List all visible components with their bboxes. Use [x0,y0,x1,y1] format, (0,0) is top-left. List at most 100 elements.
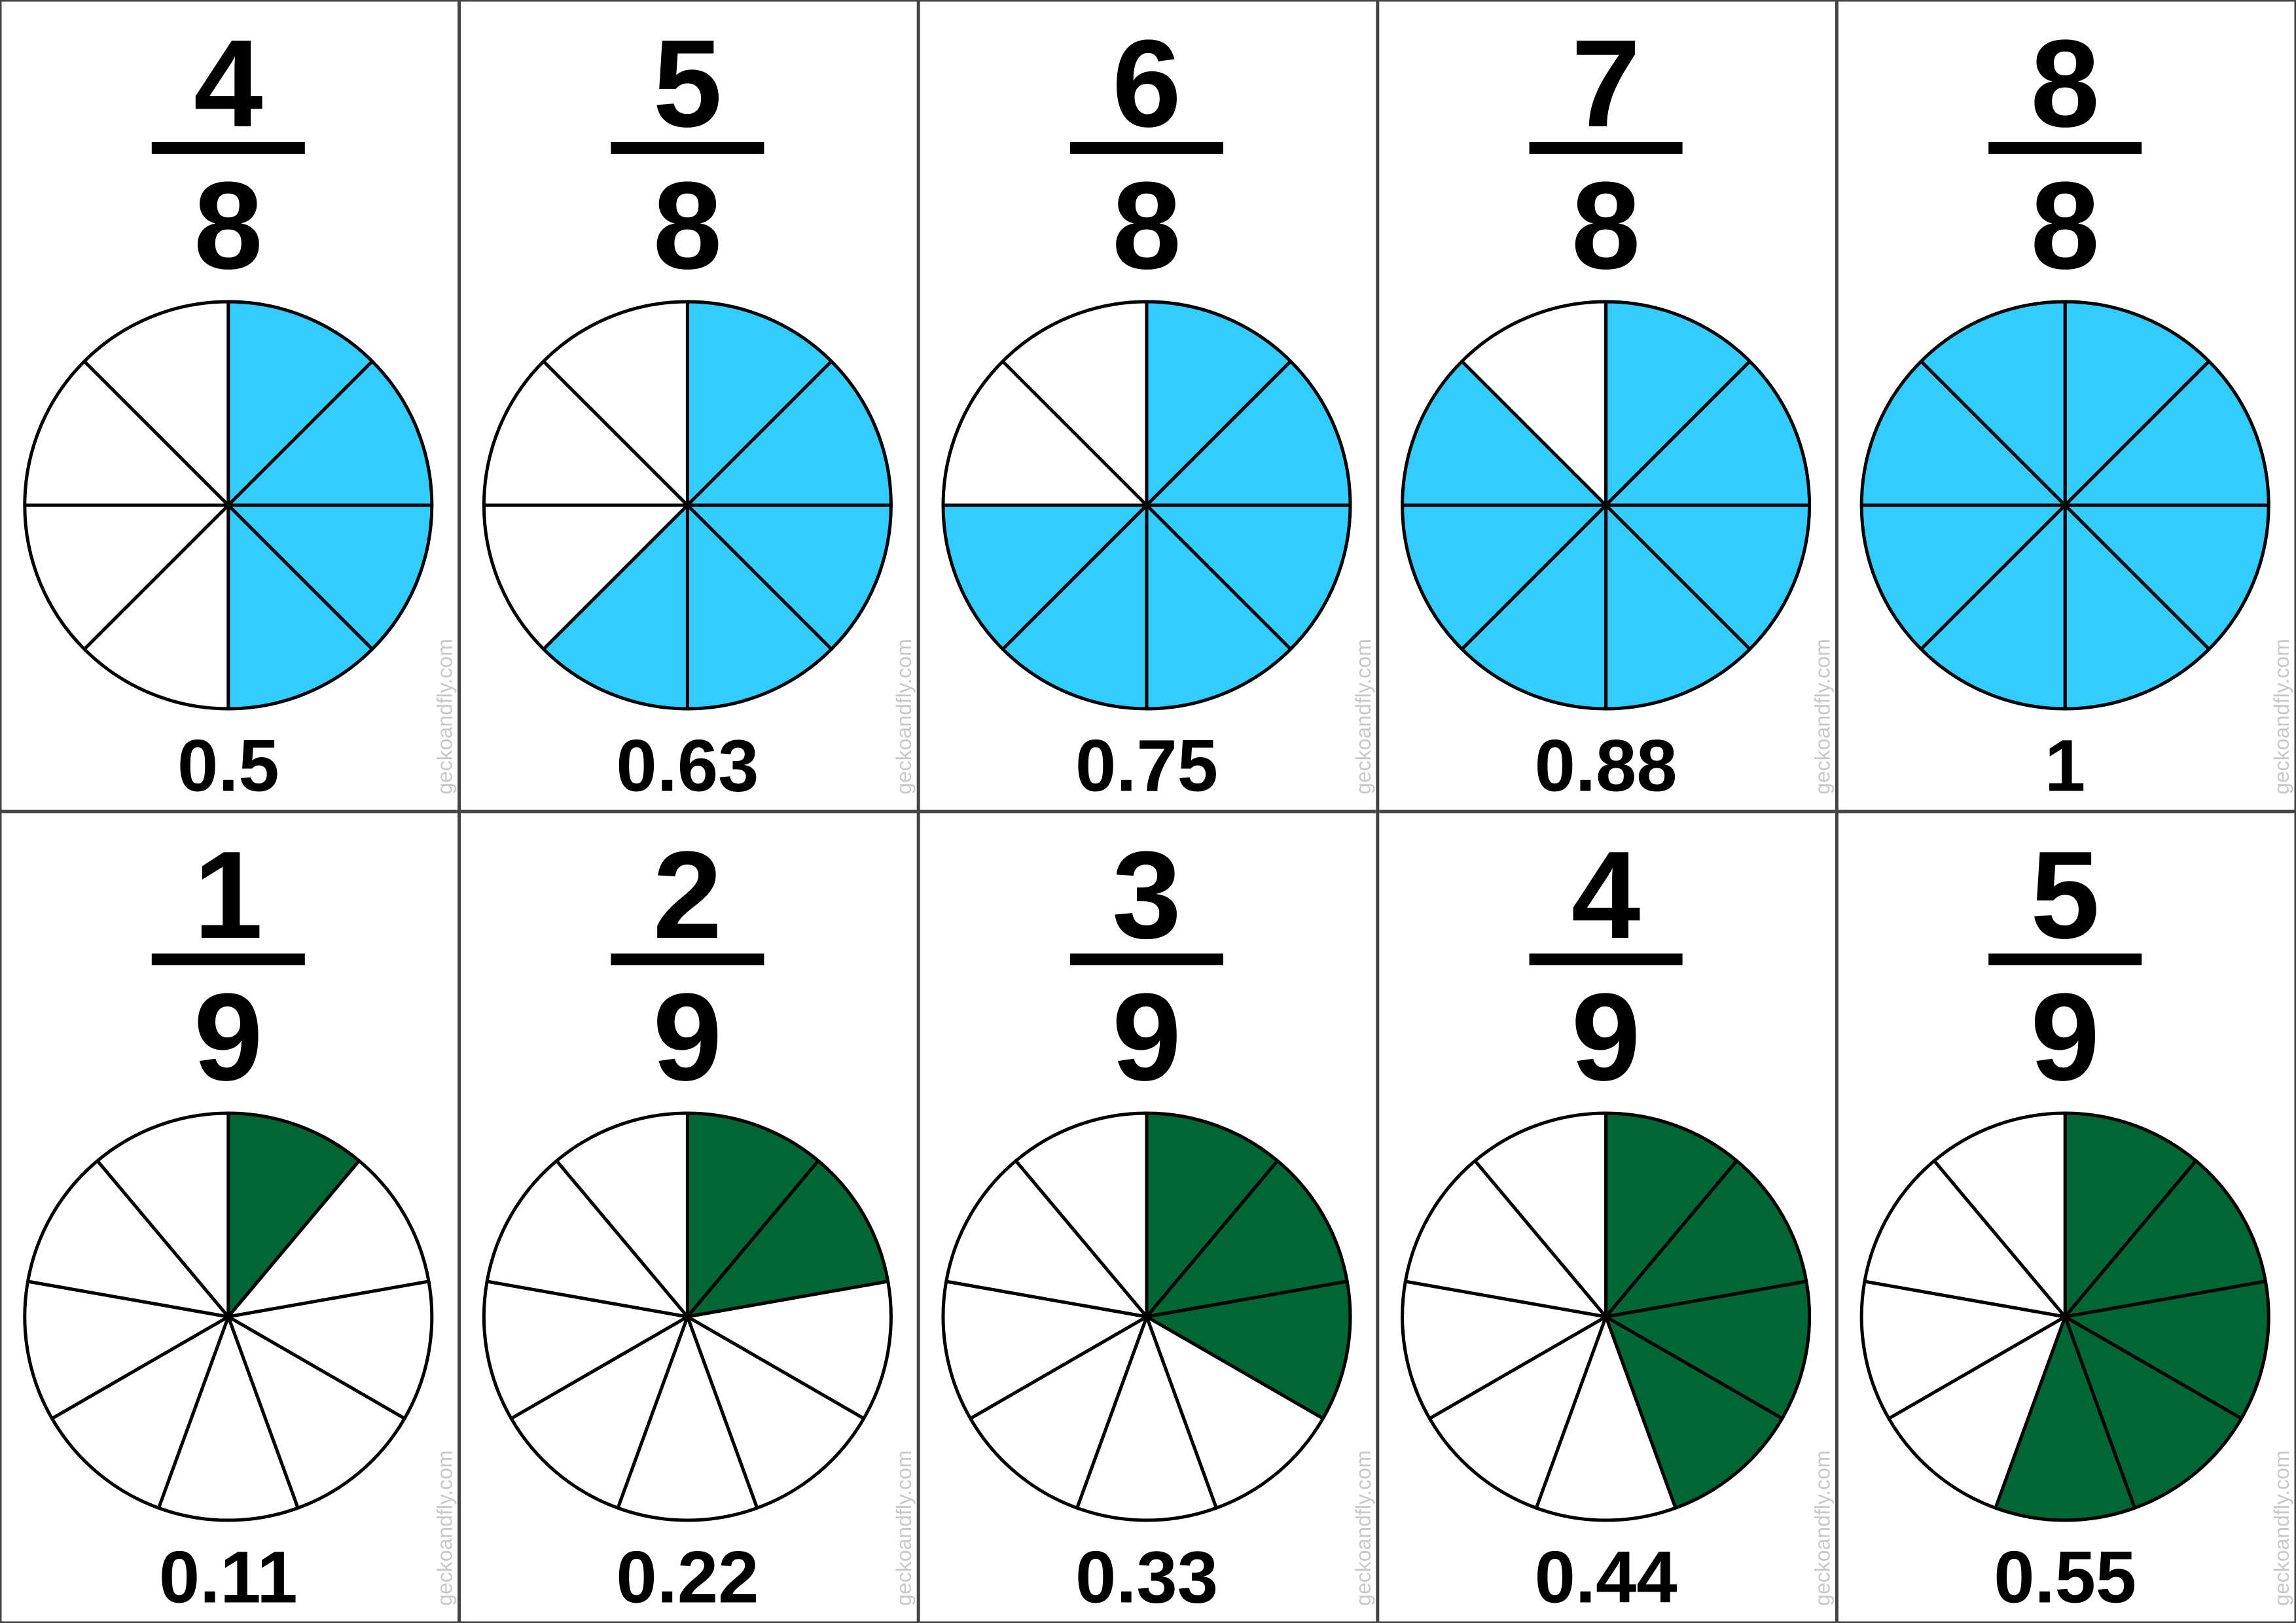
fraction-card: 19 0.11 geckoandfly.com [0,811,460,1623]
card-border [0,0,460,812]
denominator: 9 [1112,968,1181,1107]
denominator: 8 [2030,156,2100,295]
fraction-card: 68 0.75 geckoandfly.com [918,0,1378,812]
empty-slice [23,1279,230,1420]
denominator: 8 [1571,156,1641,295]
watermark: geckoandfly.com [1352,639,1375,794]
empty-slice [23,359,230,507]
numerator: 6 [1112,14,1181,153]
card-border [1377,0,1837,812]
fraction-bar [151,954,305,965]
empty-slice [82,503,230,711]
filled-slice [226,503,434,651]
numerator: 8 [2030,14,2100,153]
filled-slice [1145,1159,1349,1319]
filled-slice [1919,300,2067,507]
filled-slice [2063,300,2211,507]
empty-slice [26,1159,230,1319]
decimal: 0.33 [1075,1537,1218,1618]
decimal: 0.22 [616,1537,759,1618]
watermark: geckoandfly.com [1352,1450,1375,1606]
fraction-card: 48 0.5 geckoandfly.com [0,0,460,812]
denominator: 9 [194,968,263,1107]
card-border [459,0,919,812]
empty-slice [685,1315,866,1510]
filled-slice [1145,300,1293,507]
empty-slice [541,300,689,507]
decimal: 0.88 [1535,725,1677,807]
filled-slice [2063,359,2270,507]
empty-slice [1863,1159,2067,1319]
filled-slice [685,503,893,651]
filled-slice [1145,503,1352,651]
filled-slice [1401,359,1608,507]
empty-slice [485,1159,689,1319]
denominator: 9 [1571,968,1641,1107]
empty-slice [1427,1315,1608,1510]
filled-slice [1401,503,1608,651]
fraction-bar [1988,954,2142,965]
filled-slice [1604,1279,1812,1420]
fraction-bar [1988,142,2142,154]
empty-slice [23,503,230,651]
empty-slice [226,1279,434,1420]
empty-slice [482,1279,689,1420]
filled-slice [226,359,434,507]
fraction-bar [151,142,305,154]
fraction-bar [611,142,764,154]
filled-slice [685,503,833,711]
watermark: geckoandfly.com [433,639,457,794]
empty-slice [50,1315,230,1510]
filled-slice [1604,1315,1784,1510]
numerator: 5 [653,14,723,153]
filled-slice [1604,1111,1739,1319]
filled-slice [1145,1279,1352,1420]
empty-slice [226,1159,431,1319]
empty-slice [1859,1279,2067,1420]
watermark: geckoandfly.com [892,639,916,794]
card-border [1377,811,1837,1623]
filled-slice [1604,359,1812,507]
decimal: 0.44 [1535,1537,1677,1618]
filled-slice [2063,1279,2270,1420]
numerator: 3 [1112,826,1181,965]
card-border [1836,811,2296,1623]
fraction-card: 49 0.44 geckoandfly.com [1377,811,1837,1623]
card-border [1836,0,2296,812]
fraction-card: 59 0.55 geckoandfly.com [1836,811,2296,1623]
empty-slice [1534,1315,1677,1522]
empty-slice [685,1279,893,1420]
fraction-bar [1529,954,1683,965]
denominator: 8 [653,156,723,295]
filled-slice [1994,1315,2137,1522]
filled-slice [2063,1315,2244,1510]
card-border [459,811,919,1623]
filled-slice [1859,359,2067,507]
filled-slice [1145,359,1352,507]
filled-slice [2063,503,2270,651]
watermark: geckoandfly.com [892,1450,916,1606]
empty-slice [1887,1315,2067,1510]
filled-slice [1859,503,2067,651]
decimal: 1 [2045,725,2085,807]
empty-slice [969,1315,1149,1510]
denominator: 8 [194,156,263,295]
watermark: geckoandfly.com [2270,639,2293,794]
numerator: 2 [653,826,723,965]
fraction-card: 88 1 geckoandfly.com [1836,0,2296,812]
filled-slice [226,503,374,711]
filled-slice [541,503,689,711]
empty-slice [482,359,689,507]
filled-slice [1604,503,1812,651]
fraction-card: 39 0.33 geckoandfly.com [918,811,1378,1623]
filled-slice [1145,503,1293,711]
empty-slice [1403,1159,1608,1319]
card-border [0,811,460,1623]
empty-slice [1014,1111,1149,1319]
empty-slice [941,1279,1149,1420]
empty-slice [226,1315,406,1510]
empty-slice [616,1315,759,1522]
watermark: geckoandfly.com [2270,1450,2293,1606]
empty-slice [554,1111,689,1319]
